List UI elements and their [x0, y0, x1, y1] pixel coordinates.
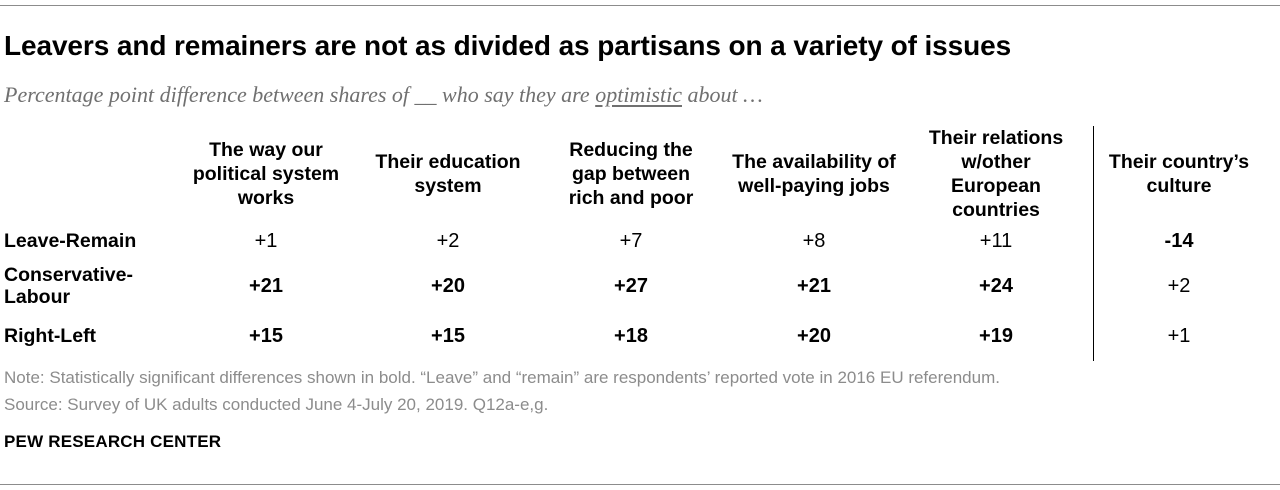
table-cell: +8 — [802, 230, 826, 252]
table-cell: +18 — [614, 325, 648, 347]
table-cell: +27 — [614, 275, 648, 297]
row-label-2: Conservative-Labour — [4, 264, 133, 308]
bottom-rule — [0, 484, 1280, 485]
table-cell: +15 — [249, 325, 283, 347]
subtitle-underlined-word: optimistic — [595, 82, 682, 107]
column-header-3: Reducing the gap between rich and poor — [568, 139, 694, 209]
source-note: Source: Survey of UK adults conducted Ju… — [4, 395, 549, 414]
chart-title: Leavers and remainers are not as divided… — [4, 30, 1012, 61]
column-header-1: The way our political system works — [192, 139, 340, 209]
table-cell: +7 — [619, 230, 643, 252]
table-cell: +2 — [436, 230, 460, 252]
top-rule — [0, 5, 1280, 6]
chart-subtitle: Percentage point difference between shar… — [4, 82, 763, 108]
table-cell: +2 — [1167, 275, 1191, 297]
table-cell: +21 — [249, 275, 283, 297]
table-cell: +15 — [431, 325, 465, 347]
table-cell: +19 — [979, 325, 1013, 347]
column-header-2: Their education system — [375, 151, 521, 197]
row-label-3: Right-Left — [4, 325, 97, 347]
column-divider — [1093, 126, 1094, 361]
row-label-1: Leave-Remain — [4, 230, 137, 252]
subtitle-text-before: Percentage point difference between shar… — [4, 82, 596, 107]
table-cell: +20 — [431, 275, 465, 297]
table-cell: +20 — [797, 325, 831, 347]
table-cell: +1 — [1167, 325, 1191, 347]
table-cell: +1 — [254, 230, 278, 252]
column-header-5: Their relations w/other European countri… — [928, 127, 1064, 221]
footnote: Note: Statistically significant differen… — [4, 368, 1000, 387]
table-cell: +21 — [797, 275, 831, 297]
brand-logo-text: PEW RESEARCH CENTER — [4, 432, 222, 451]
column-header-6: Their country’s culture — [1108, 151, 1250, 197]
subtitle-text-after: about … — [681, 82, 763, 107]
table-cell: +24 — [979, 275, 1013, 297]
column-header-4: The availability of well-paying jobs — [732, 151, 896, 197]
table-cell: -14 — [1164, 230, 1194, 252]
table-cell: +11 — [979, 230, 1013, 252]
